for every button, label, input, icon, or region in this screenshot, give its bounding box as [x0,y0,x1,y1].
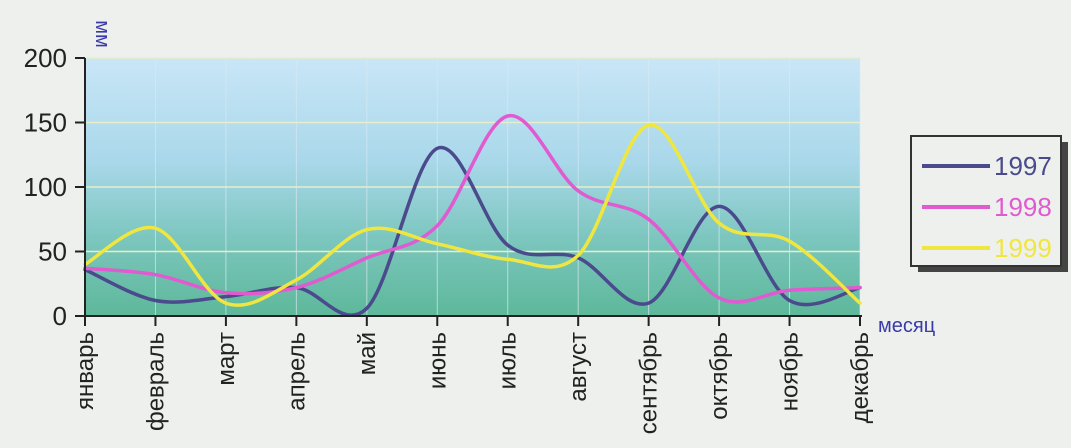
x-tick-label: август [565,332,592,402]
series-line-1998 [83,114,862,304]
y-ticks: 0 50 100 150 200 [24,43,85,331]
y-tick-label: 0 [53,301,67,331]
x-tick-label: февраль [142,332,169,431]
x-ticks: январь февраль март апрель май июнь июль август… [72,316,874,434]
x-tick-label: апрель [283,332,310,411]
legend-label-1999: 1999 [994,233,1052,263]
x-tick-label: июнь [424,332,451,389]
x-tick-label: сентябрь [636,332,663,434]
legend-label-1997: 1997 [994,151,1052,181]
legend: 1997 1998 1999 [910,135,1068,272]
y-axis-unit: мм [91,20,113,48]
series-line-1997 [83,145,862,317]
legend-items: 1997 1998 1999 [922,151,1052,263]
y-tick-label: 200 [24,43,67,73]
x-axis-unit: месяц [878,315,935,337]
x-tick-label: декабрь [847,332,874,423]
x-tick-label: октябрь [706,332,733,420]
x-tick-label: ноябрь [777,332,804,411]
y-tick-label: 50 [38,237,67,267]
x-tick-label: март [213,332,240,386]
y-tick-label: 100 [24,172,67,202]
x-tick-label: июль [495,332,522,389]
x-tick-label: январь [72,332,99,410]
legend-box [910,135,1062,267]
y-tick-label: 150 [24,108,67,138]
series-lines [83,114,862,317]
series-line-1999 [83,123,862,307]
legend-label-1998: 1998 [994,192,1052,222]
x-tick-label: май [354,332,381,375]
